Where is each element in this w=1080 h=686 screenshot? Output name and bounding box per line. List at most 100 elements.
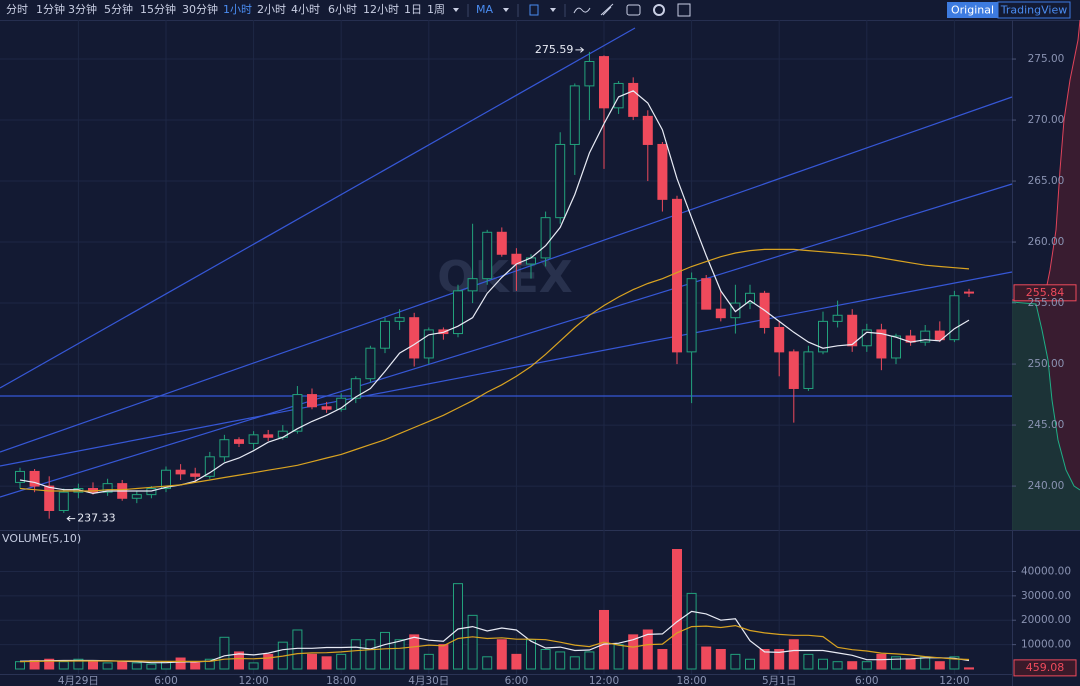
- volume-bar: [321, 656, 332, 670]
- volume-bar: [861, 661, 872, 670]
- candle-body: [701, 278, 712, 310]
- x-tick-label: 4月30日: [408, 675, 449, 686]
- settings-icon[interactable]: [653, 4, 665, 16]
- view-button[interactable]: Original: [951, 4, 994, 17]
- candle-body: [555, 143, 566, 219]
- interval-button[interactable]: 1周: [427, 3, 445, 16]
- volume-bar: [380, 631, 390, 670]
- interval-button[interactable]: 5分钟: [104, 2, 133, 16]
- trend-line: [0, 27, 636, 389]
- low-label: 237.33: [77, 512, 116, 525]
- interval-button[interactable]: 6小时: [328, 3, 357, 16]
- volume-bar: [526, 639, 536, 670]
- last-volume-label: 459.08: [1026, 661, 1065, 674]
- interval-button[interactable]: 4小时: [291, 3, 320, 16]
- candle-body: [336, 397, 347, 410]
- draw-icon[interactable]: [600, 3, 614, 16]
- view-button-bg[interactable]: [997, 1, 1071, 19]
- candle-body: [350, 378, 361, 399]
- candle-body: [321, 406, 332, 410]
- camera-icon[interactable]: [626, 4, 641, 16]
- volume-bar: [657, 648, 668, 670]
- line-icon[interactable]: [573, 7, 591, 14]
- candle-body: [774, 326, 785, 353]
- candle-body: [657, 143, 668, 200]
- volume-bar: [774, 648, 785, 670]
- volume-bar: [555, 651, 566, 670]
- y-tick-label: 275.00: [1028, 53, 1065, 65]
- dropdown-arrow: [503, 8, 509, 12]
- candle-body: [949, 295, 960, 341]
- volume-bar: [730, 653, 741, 670]
- interval-button[interactable]: 1分钟: [36, 2, 65, 16]
- x-tick-label: 6:00: [154, 675, 178, 686]
- view-button-bg[interactable]: [947, 2, 998, 18]
- candle-body: [102, 483, 113, 493]
- x-tick-label: 18:00: [326, 675, 356, 686]
- candle-body: [58, 491, 69, 511]
- volume-bar: [204, 658, 215, 670]
- volume-bar: [307, 653, 317, 670]
- volume-bar: [686, 592, 697, 670]
- candle-body: [394, 317, 405, 322]
- last-price-label: 255.84: [1026, 286, 1065, 299]
- y-tick-label: 260.00: [1028, 236, 1065, 248]
- interval-button[interactable]: 30分钟: [182, 2, 218, 16]
- volume-bar: [350, 639, 361, 670]
- candle-body: [15, 470, 25, 483]
- candle-body: [409, 317, 420, 359]
- volume-bar: [949, 656, 960, 670]
- interval-button[interactable]: 1日: [404, 3, 422, 16]
- candle-body: [263, 434, 274, 438]
- volume-bar: [190, 662, 201, 670]
- interval-button[interactable]: 2小时: [257, 3, 286, 16]
- candle-body: [380, 320, 390, 349]
- candle-body: [628, 82, 639, 117]
- volume-bar: [453, 583, 463, 670]
- x-tick-label: 6:00: [855, 675, 879, 686]
- interval-button[interactable]: 3分钟: [68, 2, 97, 16]
- dropdown-arrow: [550, 8, 556, 12]
- volume-bar: [818, 658, 828, 670]
- candle-body: [642, 115, 653, 145]
- volume-bar: [292, 629, 303, 670]
- volume-bar: [584, 651, 595, 670]
- fullscreen-icon[interactable]: [677, 3, 691, 17]
- x-tick-label: 4月29日: [58, 675, 99, 686]
- volume-bar: [613, 644, 624, 670]
- volume-bar: [759, 648, 770, 670]
- depth-bid: [1012, 302, 1080, 530]
- volume-bar: [745, 658, 755, 670]
- candle-body: [861, 329, 872, 347]
- volume-title: VOLUME(5,10): [2, 532, 81, 545]
- x-tick-label: 5月1日: [762, 675, 796, 686]
- candle-body: [204, 456, 215, 477]
- x-tick-label: 12:00: [238, 675, 268, 686]
- view-button[interactable]: TradingView: [1000, 4, 1067, 17]
- candle-body: [307, 394, 317, 408]
- x-tick-label: 12:00: [589, 675, 619, 686]
- indicator-button[interactable]: MA: [476, 3, 493, 16]
- volume-bar: [788, 639, 799, 670]
- volume-bar: [73, 658, 84, 670]
- y-tick-label: 240.00: [1028, 480, 1065, 492]
- volume-bar: [847, 661, 858, 670]
- volume-bar: [263, 653, 274, 670]
- volume-bar: [15, 661, 25, 670]
- candle-body: [920, 330, 931, 343]
- interval-button[interactable]: 分时: [6, 3, 28, 16]
- x-tick-label: 6:00: [505, 675, 529, 686]
- volume-bar: [336, 653, 347, 670]
- chart-type-icon[interactable]: [529, 4, 539, 16]
- candle-body: [818, 320, 828, 353]
- toolbar: [0, 0, 1080, 20]
- candle-body: [745, 292, 755, 304]
- dropdown-arrow: [453, 8, 459, 12]
- interval-button[interactable]: 12小时: [363, 3, 399, 16]
- candle-body: [876, 329, 887, 359]
- y-tick-label: 20000.00: [1021, 614, 1071, 626]
- interval-button[interactable]: 15分钟: [140, 2, 176, 16]
- trend-line: [0, 183, 1013, 498]
- last-volume-tag: [1013, 659, 1077, 677]
- interval-button[interactable]: 1小时: [223, 3, 252, 16]
